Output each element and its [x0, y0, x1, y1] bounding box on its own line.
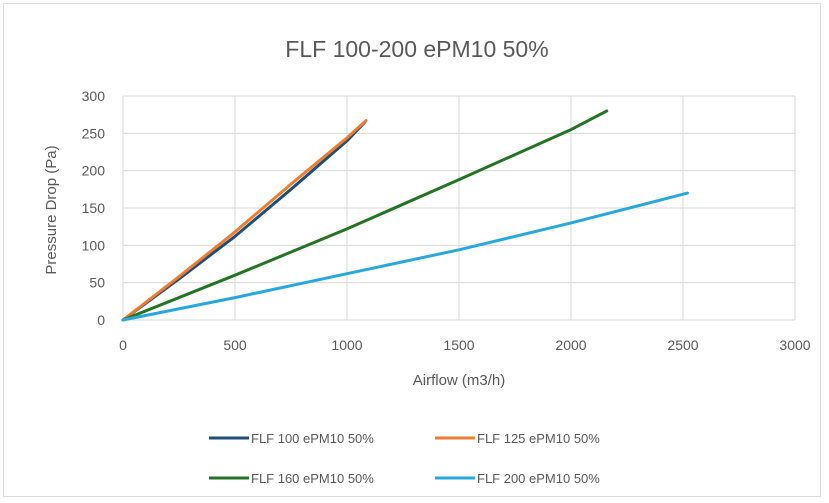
series-line-4 [121, 191, 689, 322]
x-tick-label: 3000 [779, 337, 810, 353]
series-lines [121, 109, 689, 322]
legend-item: FLF 125 ePM10 50% [435, 431, 600, 446]
x-axis-label: Airflow (m3/h) [413, 372, 506, 389]
chart-frame [3, 3, 821, 497]
y-tick-label: 300 [82, 88, 106, 104]
legend-label: FLF 200 ePM10 50% [477, 471, 600, 486]
x-tick-label: 0 [119, 337, 127, 353]
y-tick-label: 150 [82, 200, 106, 216]
legend-label: FLF 100 ePM10 50% [251, 431, 374, 446]
x-tick-label: 1500 [443, 337, 474, 353]
x-tick-label: 500 [223, 337, 247, 353]
grid [122, 95, 796, 321]
series-line-3 [121, 109, 609, 322]
chart-title: FLF 100-200 ePM10 50% [285, 36, 548, 62]
x-tick-label: 2500 [667, 337, 698, 353]
legend-label: FLF 160 ePM10 50% [251, 471, 374, 486]
legend-label: FLF 125 ePM10 50% [477, 431, 600, 446]
y-tick-label: 100 [82, 237, 106, 253]
y-axis-label: Pressure Drop (Pa) [43, 145, 60, 274]
y-axis-ticks: 0 50 100 150 200 250 300 [82, 88, 106, 328]
legend-item: FLF 160 ePM10 50% [209, 471, 374, 486]
x-tick-label: 1000 [331, 337, 362, 353]
y-tick-label: 200 [82, 163, 106, 179]
y-tick-label: 250 [82, 125, 106, 141]
series-line-2 [121, 119, 368, 322]
y-tick-label: 50 [89, 275, 105, 291]
x-tick-label: 2000 [555, 337, 586, 353]
y-tick-label: 0 [97, 312, 105, 328]
legend-item: FLF 100 ePM10 50% [209, 431, 374, 446]
legend-item: FLF 200 ePM10 50% [435, 471, 600, 486]
legend: FLF 100 ePM10 50% FLF 125 ePM10 50% FLF 16… [209, 431, 600, 486]
x-axis-ticks: 0 500 1000 1500 2000 2500 3000 [119, 337, 811, 353]
